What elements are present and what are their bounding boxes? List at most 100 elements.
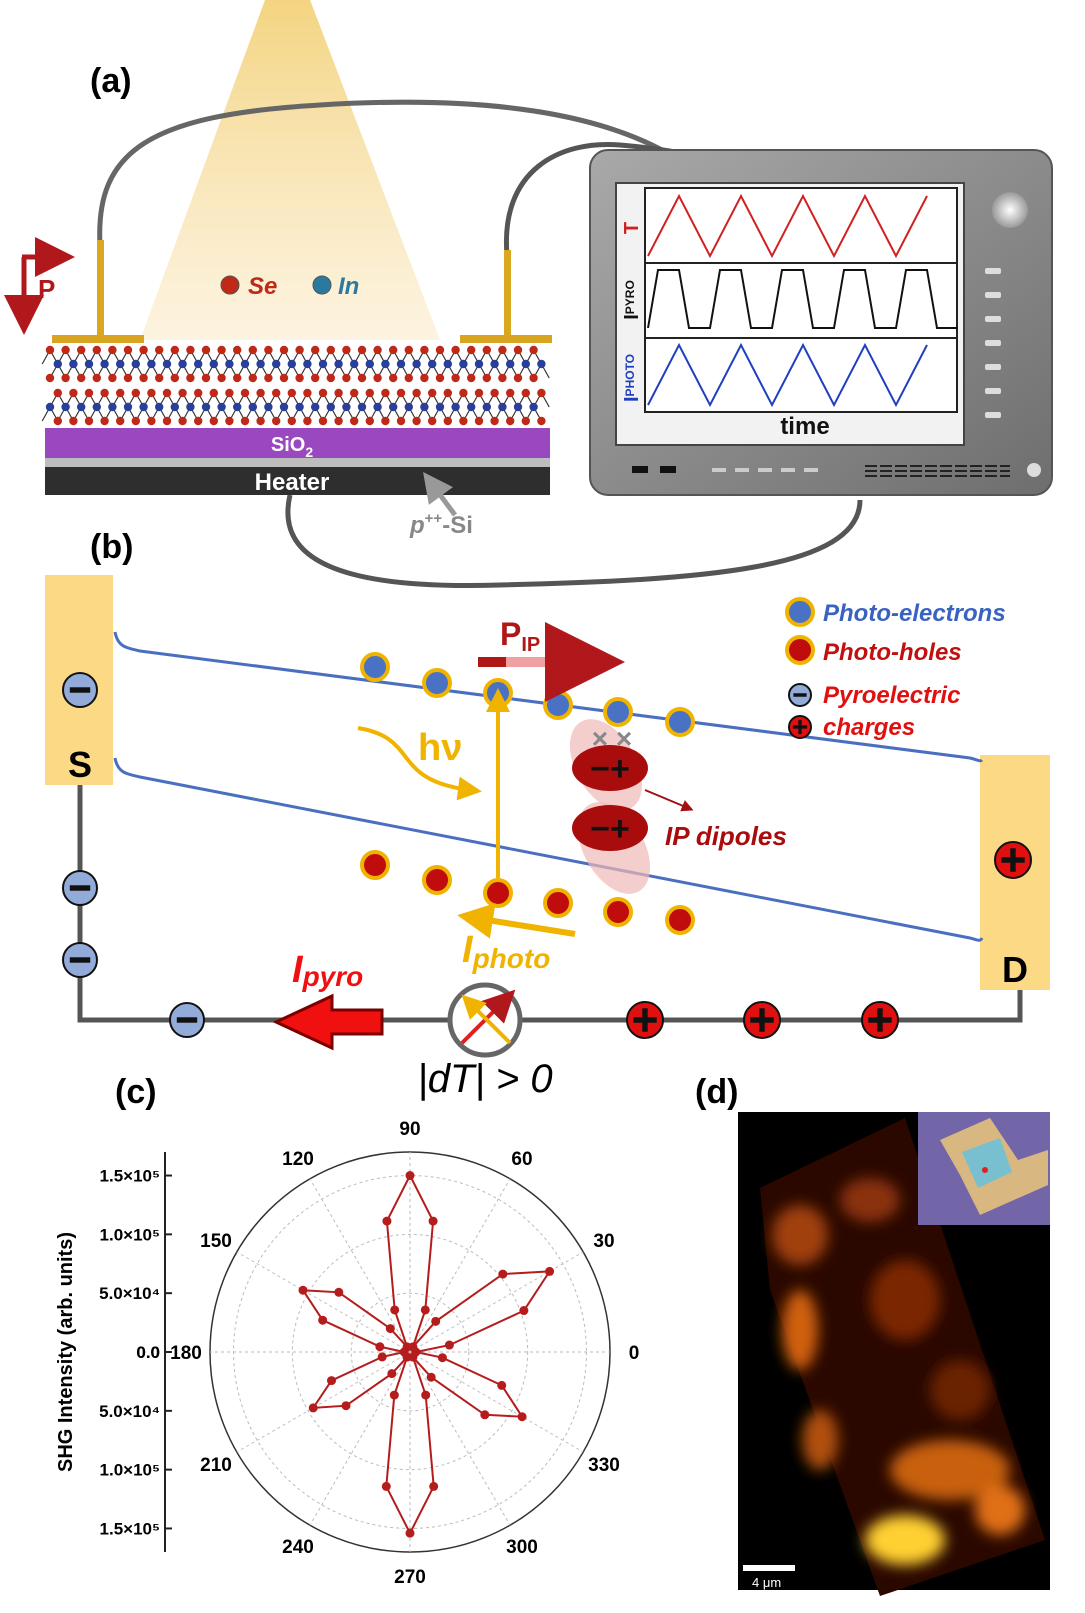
minus-sign [70,957,90,962]
atom [467,346,475,354]
data-point [299,1286,308,1295]
atom [225,389,233,397]
data-point [497,1381,506,1390]
atom [100,389,108,397]
carrier [545,890,571,916]
atom [69,389,77,397]
atom [163,389,171,397]
atom [256,389,264,397]
atom [389,403,397,411]
atom [303,417,311,425]
drain-label: D [1002,949,1028,990]
angle-label: 0 [629,1343,640,1364]
atom [77,346,85,354]
r-tick-label: 0.0 [136,1343,160,1362]
data-point [386,1324,395,1333]
atom [537,389,545,397]
atom [186,374,194,382]
angle-label: 240 [282,1537,314,1558]
dipole-sign: −+ [590,810,630,848]
carrier [424,867,450,893]
atom [514,346,522,354]
atom [46,374,54,382]
carrier [485,880,511,906]
atom [61,346,69,354]
atom [467,403,475,411]
atom [389,346,397,354]
photo-current-label: Iphoto [462,929,550,974]
atom [506,360,514,368]
si-layer [45,458,550,467]
blob [782,1290,818,1370]
atom [475,389,483,397]
atom [233,346,241,354]
subscript: IP [521,634,540,656]
atom [256,417,264,425]
atom [428,417,436,425]
carrier [787,637,813,663]
atom [381,389,389,397]
probe [504,250,511,340]
atom [303,389,311,397]
atom [506,389,514,397]
subscript: PHOTO [623,354,637,396]
atom [116,389,124,397]
knob [992,192,1028,228]
atom [420,403,428,411]
atom [397,417,405,425]
atom [77,374,85,382]
data-point [438,1353,447,1362]
atom [171,374,179,382]
atom [522,389,530,397]
atom [397,389,405,397]
atom [436,403,444,411]
atom [295,346,303,354]
carrier [362,852,388,878]
angle-label: 330 [588,1455,620,1476]
atom [428,360,436,368]
angle-label: 120 [282,1149,314,1170]
legend-label: Photo-electrons [823,600,1006,627]
angle-label: 60 [511,1149,532,1170]
r-tick-label: 1.0×10⁵ [100,1225,160,1244]
angle-label: 30 [593,1231,614,1252]
atom [319,389,327,397]
atom [451,374,459,382]
atom [171,403,179,411]
blob [870,1260,940,1340]
atom [444,360,452,368]
atom [327,346,335,354]
atom [334,389,342,397]
trace-label: T [621,222,643,234]
atom [303,360,311,368]
atom [350,417,358,425]
data-point [421,1391,430,1400]
angle-label: 300 [506,1537,538,1558]
spoke [410,1252,583,1352]
data-point [378,1352,387,1361]
photon-label: hν [418,727,462,769]
subscript: PYRO [623,280,637,314]
atom [366,389,374,397]
pyro-current-label: Ipyro [292,949,363,992]
atom [272,417,280,425]
text: p [409,512,425,539]
text: P [500,616,521,652]
atom [93,346,101,354]
atom [444,417,452,425]
atom [77,403,85,411]
atom [537,417,545,425]
atom [366,417,374,425]
atom [100,360,108,368]
data-point [518,1412,527,1421]
data-point [406,1529,415,1538]
panel-d: (d) 4 μm [695,1073,1050,1596]
carrier [667,907,693,933]
panel-label: (a) [90,62,132,100]
probe [97,240,104,340]
dipole-label: IP dipoles [665,821,787,851]
atom [288,389,296,397]
polarization-label: P [38,274,55,304]
figure: (a) SiO2 Heater p++-Si P Se In T IPYRO I… [0,0,1085,1613]
atom [483,346,491,354]
